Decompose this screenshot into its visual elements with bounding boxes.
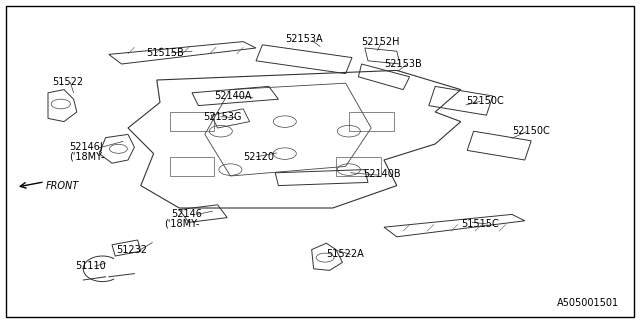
Text: 52150C: 52150C <box>466 96 504 106</box>
Bar <box>170 157 214 176</box>
Bar <box>170 112 214 131</box>
Text: 52120: 52120 <box>243 152 274 162</box>
Text: 51522A: 51522A <box>326 249 364 260</box>
Text: 51515C: 51515C <box>461 219 499 229</box>
Text: A505001501: A505001501 <box>557 298 619 308</box>
Text: 51522: 51522 <box>52 76 84 87</box>
Text: 52153B: 52153B <box>384 59 422 69</box>
Text: FRONT: FRONT <box>46 181 79 191</box>
Text: ('18MY-: ('18MY- <box>164 218 199 228</box>
Text: 52146J: 52146J <box>69 142 103 152</box>
Text: 52153G: 52153G <box>204 112 242 122</box>
Text: 52140B: 52140B <box>364 169 401 180</box>
Bar <box>336 157 381 176</box>
Text: 52150C: 52150C <box>512 126 550 136</box>
Text: ('18MY-: ('18MY- <box>69 151 104 161</box>
Bar <box>349 112 394 131</box>
Text: 51232: 51232 <box>116 245 147 255</box>
Text: 52140A: 52140A <box>214 91 252 101</box>
Text: 52146: 52146 <box>172 209 202 220</box>
Text: 51110: 51110 <box>76 261 106 271</box>
Text: 51515B: 51515B <box>146 48 184 58</box>
Text: 52152H: 52152H <box>362 37 400 47</box>
Text: 52153A: 52153A <box>285 34 323 44</box>
